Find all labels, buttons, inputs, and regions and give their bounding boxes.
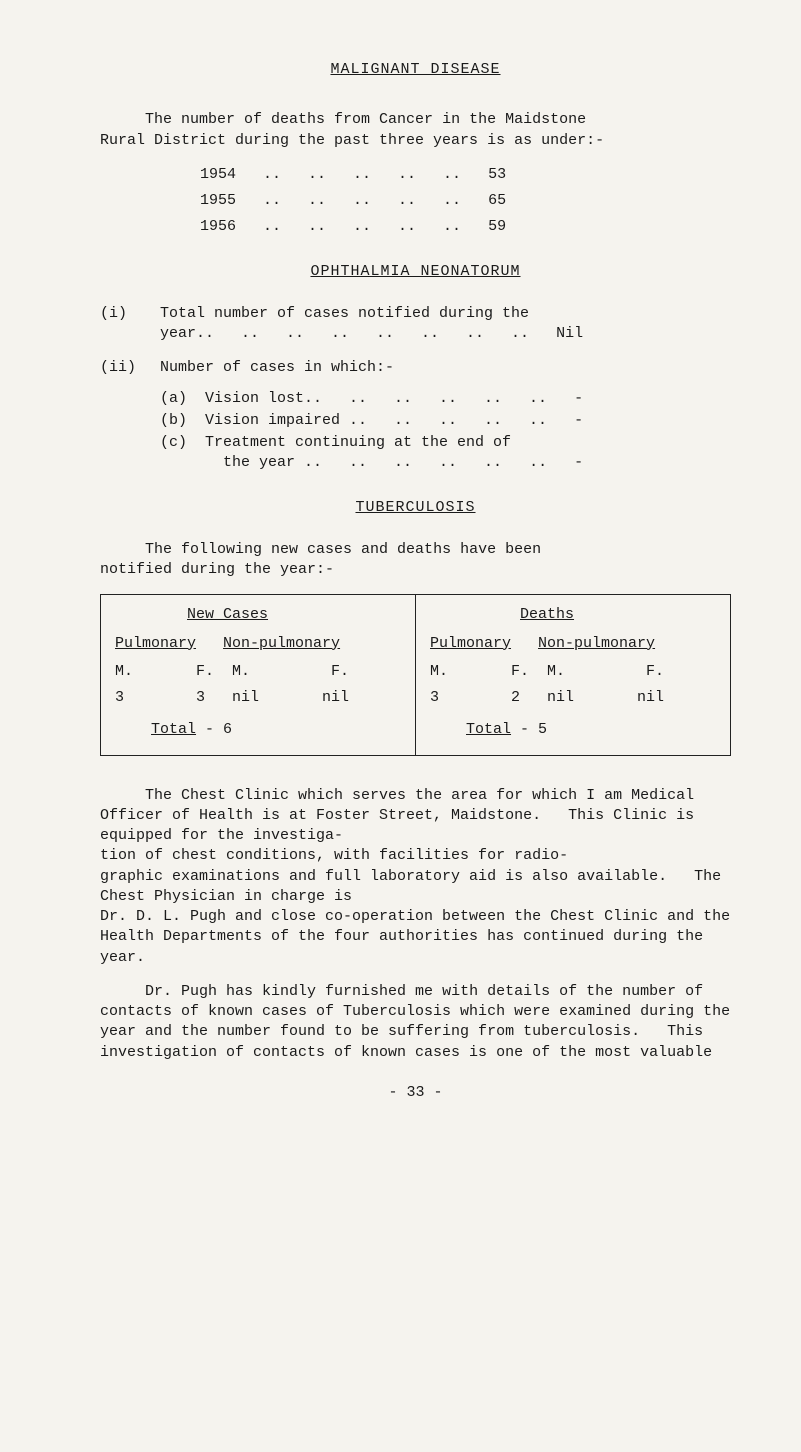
sub-b: (b) Vision impaired .. .. .. .. .. - [160, 411, 731, 431]
cell-row: M. F. M. F. [430, 662, 716, 682]
item-ii-body: Number of cases in which:- [160, 358, 731, 378]
cell-total: Total - 6 [115, 720, 401, 740]
tb-intro: The following new cases and deaths have … [100, 540, 731, 581]
cell-top: Deaths [430, 605, 716, 625]
tuberculosis-heading: TUBERCULOSIS [100, 498, 731, 518]
year-row: 1955 .. .. .. .. .. 65 [200, 191, 731, 211]
cell-headers: Pulmonary Non-pulmonary [430, 634, 716, 654]
year-row: 1954 .. .. .. .. .. 53 [200, 165, 731, 185]
doc-title: MALIGNANT DISEASE [100, 60, 731, 80]
item-i: (i) Total number of cases notified durin… [100, 304, 731, 345]
ophthalmia-heading: OPHTHALMIA NEONATORUM [100, 262, 731, 282]
intro-paragraph: The number of deaths from Cancer in the … [100, 110, 731, 151]
body-paragraph-2: Dr. Pugh has kindly furnished me with de… [100, 982, 731, 1063]
cell-row: 3 3 nil nil [115, 688, 401, 708]
item-i-num: (i) [100, 304, 160, 345]
cell-row: 3 2 nil nil [430, 688, 716, 708]
year-row: 1956 .. .. .. .. .. 59 [200, 217, 731, 237]
cell-total: Total - 5 [430, 720, 716, 740]
item-i-body: Total number of cases notified during th… [160, 304, 731, 345]
body-paragraph-1: The Chest Clinic which serves the area f… [100, 786, 731, 968]
cell-row: M. F. M. F. [115, 662, 401, 682]
page: MALIGNANT DISEASE The number of deaths f… [0, 0, 801, 1452]
sub-c: (c) Treatment continuing at the end of t… [160, 433, 731, 474]
item-ii: (ii) Number of cases in which:- [100, 358, 731, 378]
tb-cell-deaths: Deaths Pulmonary Non-pulmonary M. F. M. … [416, 595, 731, 755]
year-list: 1954 .. .. .. .. .. 53 1955 .. .. .. .. … [100, 165, 731, 238]
tb-table: New Cases Pulmonary Non-pulmonary M. F. … [100, 594, 731, 755]
sub-a: (a) Vision lost.. .. .. .. .. .. - [160, 389, 731, 409]
cell-top: New Cases [115, 605, 401, 625]
cell-headers: Pulmonary Non-pulmonary [115, 634, 401, 654]
page-number: - 33 - [100, 1083, 731, 1103]
tb-cell-new-cases: New Cases Pulmonary Non-pulmonary M. F. … [101, 595, 416, 755]
item-ii-num: (ii) [100, 358, 160, 378]
